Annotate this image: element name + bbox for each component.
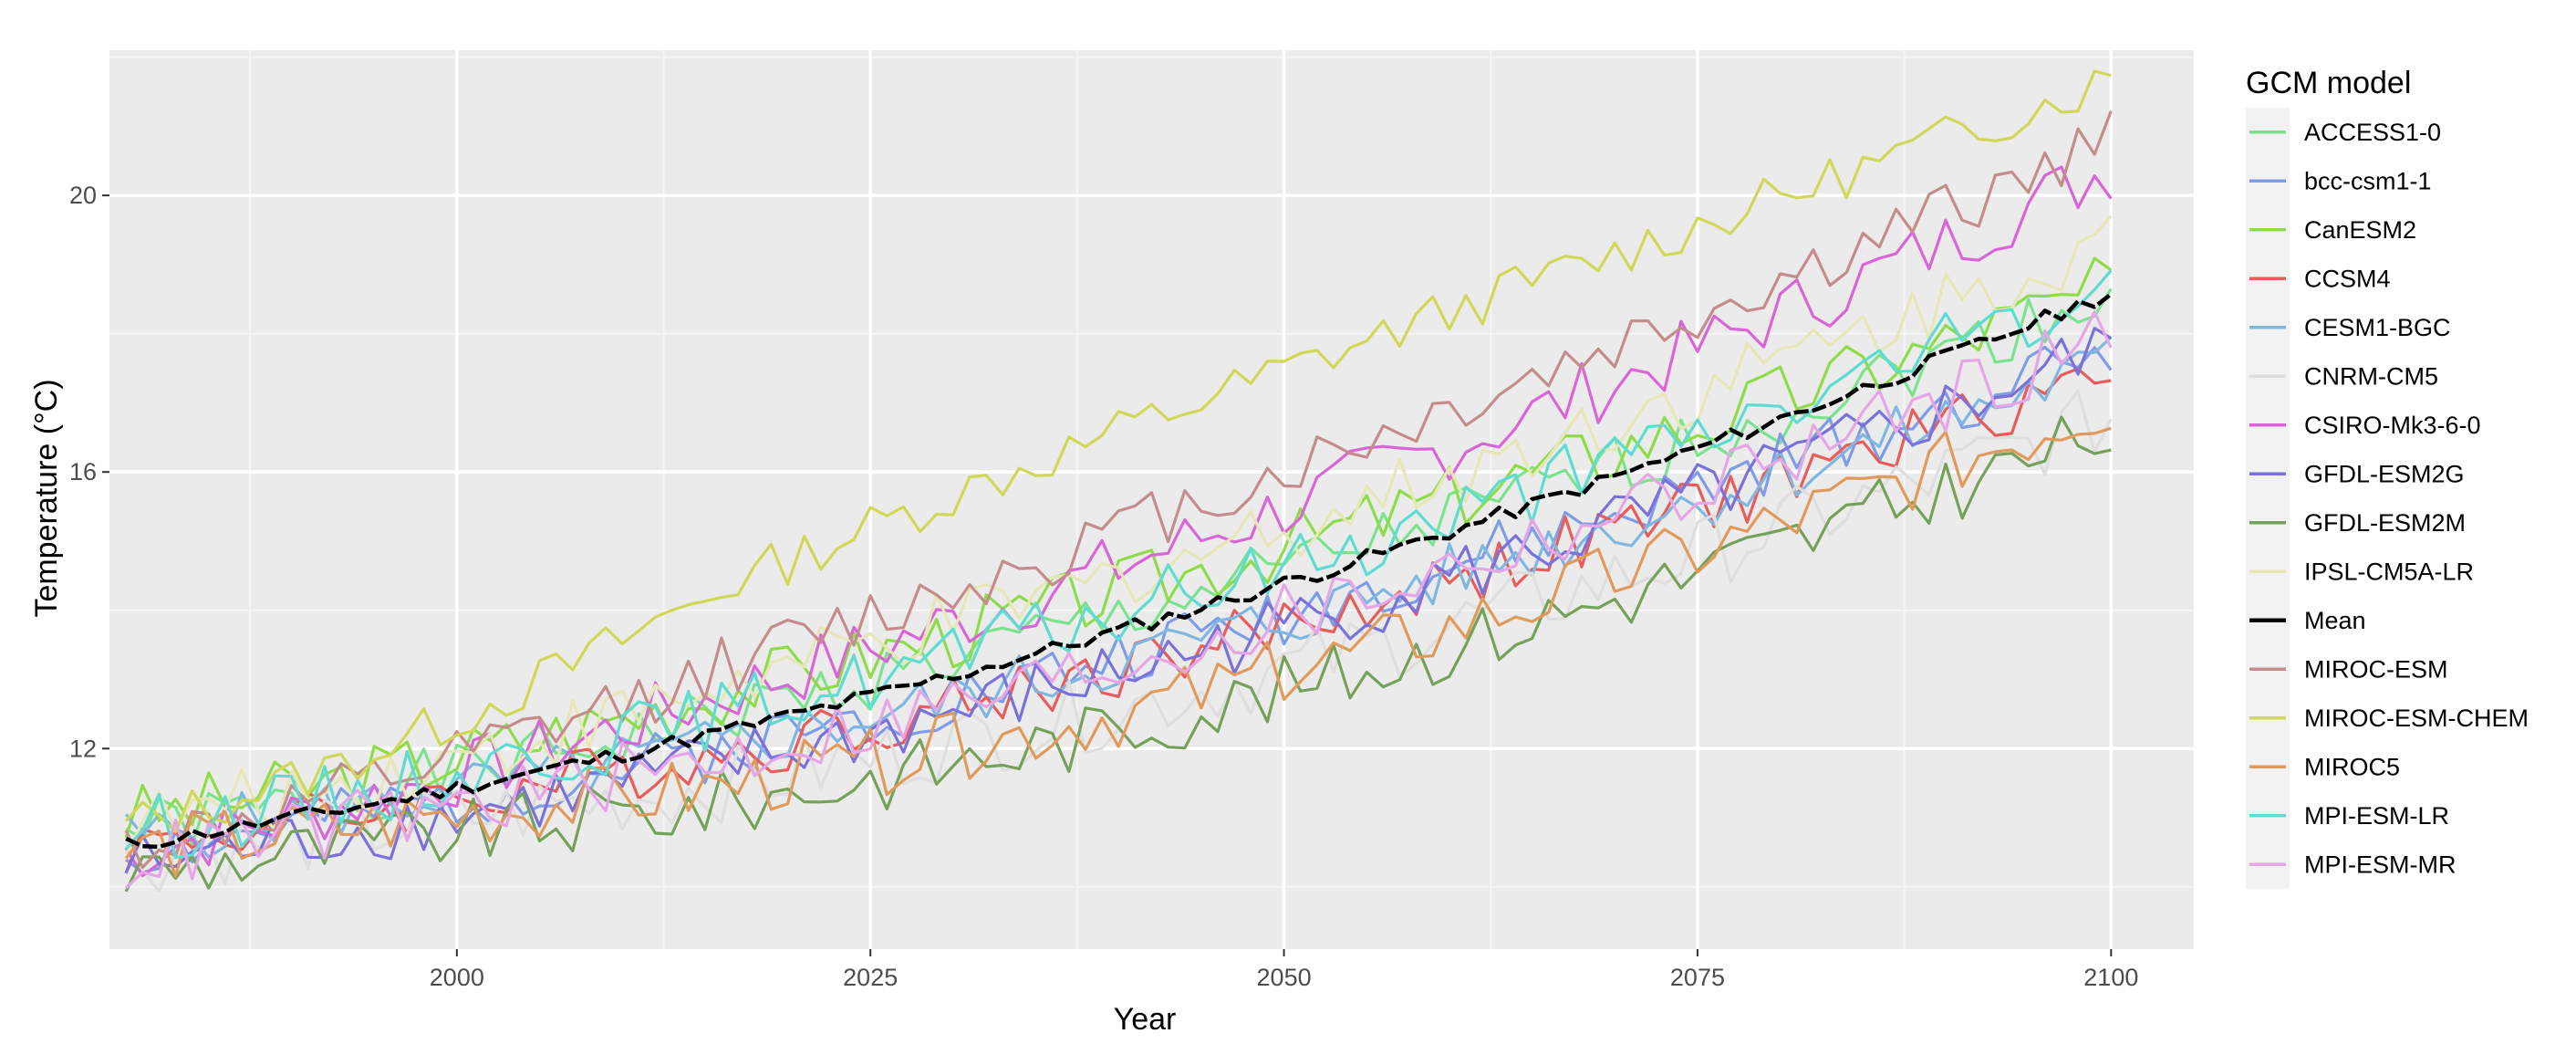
series-line-csiro-mk3-6-0 (124, 165, 2113, 878)
y-tick-label: 12 (69, 735, 97, 762)
legend-label: CESM1-BGC (2304, 314, 2451, 341)
legend-label: GFDL-ESM2G (2304, 460, 2465, 487)
legend-label: CanESM2 (2304, 216, 2416, 244)
x-tick-label: 2100 (2083, 964, 2138, 991)
series-line-bcc-csm1-1 (125, 345, 2113, 874)
series-line-miroc5 (124, 426, 2112, 878)
x-tick-label: 2050 (1257, 964, 1312, 991)
legend-label: Mean (2304, 607, 2366, 634)
series-line-miroc-esm-chem (124, 69, 2112, 834)
legend-label: IPSL-CM5A-LR (2304, 558, 2474, 585)
y-tick-label: 20 (69, 182, 97, 209)
legend-label: GFDL-ESM2M (2304, 509, 2466, 537)
legend-label: MPI-ESM-LR (2304, 802, 2449, 830)
legend-label: CSIRO-Mk3-6-0 (2304, 412, 2481, 439)
grid-lines (109, 50, 2194, 949)
legend-label: MIROC-ESM (2304, 655, 2448, 683)
legend-label: CCSM4 (2304, 265, 2391, 292)
legend-label: MPI-ESM-MR (2304, 851, 2456, 878)
series-line-gfdl-esm2m (124, 415, 2112, 893)
legend: GCM model ACCESS1-0 bcc-csm1-1 CanESM2 CCSM… (2246, 66, 2529, 889)
legend-label: CNRM-CM5 (2304, 362, 2438, 390)
x-axis-ticks: 2000 2025 2050 2075 2100 (430, 949, 2138, 991)
y-tick-label: 16 (69, 458, 97, 485)
legend-label: bcc-csm1-1 (2304, 167, 2432, 194)
legend-label: ACCESS1-0 (2304, 119, 2441, 146)
series-line-miroc-esm (124, 110, 2113, 870)
series-line-mpi-esm-lr (124, 269, 2113, 860)
series-line-canesm2 (124, 256, 2113, 838)
series-line-gfdl-esm2g (124, 327, 2113, 874)
legend-label: MIROC5 (2304, 753, 2400, 780)
x-tick-label: 2025 (843, 964, 898, 991)
x-tick-label: 2000 (430, 964, 484, 991)
legend-title: GCM model (2246, 66, 2411, 100)
y-axis-ticks: 12 16 20 (69, 182, 109, 762)
y-axis-title: Temperature (°C) (29, 379, 64, 617)
series-line-mean (125, 292, 2113, 850)
series-line-mpi-esm-mr (125, 310, 2113, 890)
series-line-ipsl-cm5a-lr (124, 214, 2113, 856)
series-line-ccsm4 (124, 367, 2112, 874)
series-line-access1-0 (125, 287, 2113, 847)
x-axis-title: Year (1114, 1002, 1177, 1037)
series-lines (124, 69, 2113, 893)
x-tick-label: 2075 (1670, 964, 1725, 991)
legend-label: MIROC-ESM-CHEM (2304, 705, 2529, 732)
